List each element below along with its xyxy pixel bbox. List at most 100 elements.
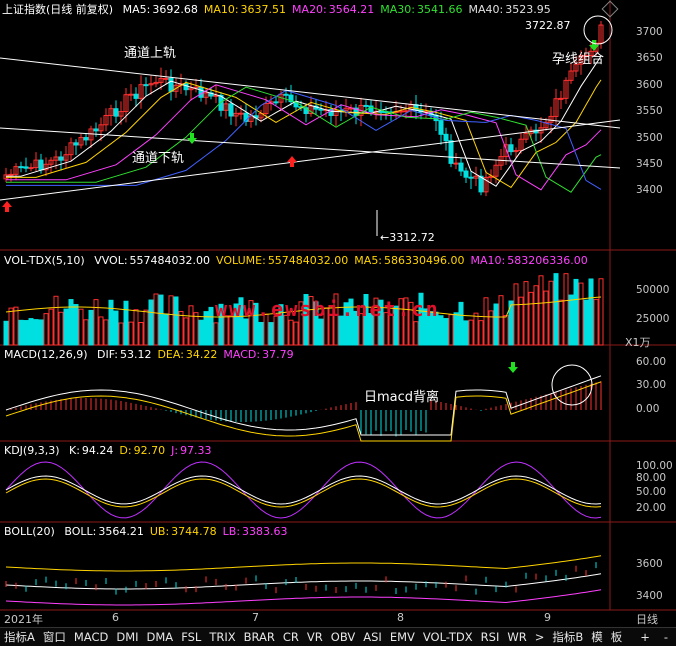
indicator-tab[interactable]: CR [282,630,299,644]
volume-bar [143,309,149,346]
vol-title: VOL-TDX(5,10) [4,254,85,267]
volume-bar [543,290,549,346]
boll-tick-label: 3400 [636,590,663,602]
candle [478,175,484,193]
volume-bar [128,321,134,346]
chart-title: 上证指数(日线 前复权) [2,3,114,16]
candle [173,84,179,92]
volume-bar [8,307,14,346]
indicator-tab[interactable]: + [640,630,650,644]
volume-bar [313,301,319,346]
indicator-tab[interactable]: > [534,630,545,644]
highlight-circle [583,15,613,45]
candle [458,162,464,172]
indicator-tab[interactable]: 指标B [552,630,584,644]
candle [578,55,584,65]
candle [93,128,99,132]
volume-bar [243,318,249,346]
boll-header: BOLL(20) BOLL: 3564.21 UB: 3744.78 LB: 3383.6… [4,524,300,540]
volume-bar [218,303,224,346]
indicator-tab[interactable]: TRIX [209,630,236,644]
indicator-tab[interactable]: 板 [610,630,623,644]
volume-bar [258,321,264,346]
kdj-tick-label: 50.00 [636,486,667,498]
volume-bar [363,294,369,346]
indicator-tab[interactable]: VR [306,630,323,644]
main-tick-label: 3400 [636,184,663,196]
indicator-tab[interactable]: 模 [591,630,603,644]
watermark: www.ewsbi.net.cn [215,297,440,321]
candle [288,94,294,103]
indicator-tab[interactable]: WR [507,630,527,644]
candle [378,110,384,113]
vol-legend-item: MA5: [354,254,383,267]
indicator-tab[interactable]: RSI [480,630,500,644]
volume-bar [593,298,599,346]
candle [58,156,64,161]
volume-bar [498,295,504,346]
volume-bar [453,312,459,346]
volume-bar [388,305,394,346]
volume-bar [483,297,489,346]
candle [523,132,529,140]
indicator-tab[interactable]: MACD [73,630,109,644]
macd-legend-value: 53.12 [119,348,152,361]
candle [398,110,404,113]
candle [513,150,519,153]
main-tick-label: 3500 [636,132,663,144]
candle [483,176,489,193]
volume-bar [333,293,339,346]
date-tick-label: 7 [252,611,259,624]
indicator-tab[interactable]: VOL-TDX [422,630,473,644]
candle [103,114,109,126]
indicator-tab[interactable]: DMI [116,630,139,644]
vol-tick-label: 25000 [636,313,670,325]
indicator-tab[interactable]: FSL [181,630,202,644]
low-price-label: ←3312.72 [380,231,435,244]
volume-bar [78,308,84,346]
indicator-tab[interactable]: 窗口 [42,630,66,644]
candle [518,138,524,152]
volume-bar [378,299,384,346]
vol-header: VOL-TDX(5,10) VVOL: 557484032.00 VOLUME: 55… [4,253,600,269]
indicator-tab[interactable]: DMA [146,630,174,644]
candle [153,81,159,85]
volume-bar [373,297,379,346]
ma-legend-value: 3523.95 [505,3,551,16]
volume-bar [448,314,454,346]
indicator-tab[interactable]: - [663,630,669,644]
candle [113,108,119,117]
candle [573,63,579,72]
volume-bar [538,275,544,346]
candle [468,176,474,179]
volume-bar [403,297,409,346]
kdj-header: KDJ(9,3,3) K: 94.24 D: 92.70 J: 97.33 [4,443,224,459]
macd-title: MACD(12,26,9) [4,348,88,361]
indicator-tab[interactable]: OBV [330,630,356,644]
volume-bar [73,304,79,346]
volume-bar [343,302,349,346]
candle [18,166,24,169]
volume-bar [168,295,174,346]
volume-bar [513,283,519,346]
boll-legend-value: 3383.63 [242,525,288,538]
indicator-tab[interactable]: EMV [389,630,415,644]
period-label[interactable]: 日线 [636,613,658,626]
indicator-tab[interactable]: ASI [363,630,382,644]
volume-bar [213,322,219,346]
high-price-label: 3722.87 [525,19,571,32]
main-tick-label: 3700 [636,26,663,38]
volume-bar [318,318,324,346]
volume-bar [183,317,189,346]
volume-bar [228,315,234,346]
indicator-tab[interactable]: 指标A [4,630,35,644]
volume-bar [583,299,589,346]
candle [133,93,139,99]
sell-arrow-icon [187,133,197,144]
candle [558,97,564,100]
kline-chart[interactable] [0,0,676,627]
volume-bar [268,322,274,346]
ma-legend-value: 3564.21 [328,3,375,16]
indicator-tab[interactable]: BRAR [243,630,275,644]
volume-bar [158,294,164,346]
